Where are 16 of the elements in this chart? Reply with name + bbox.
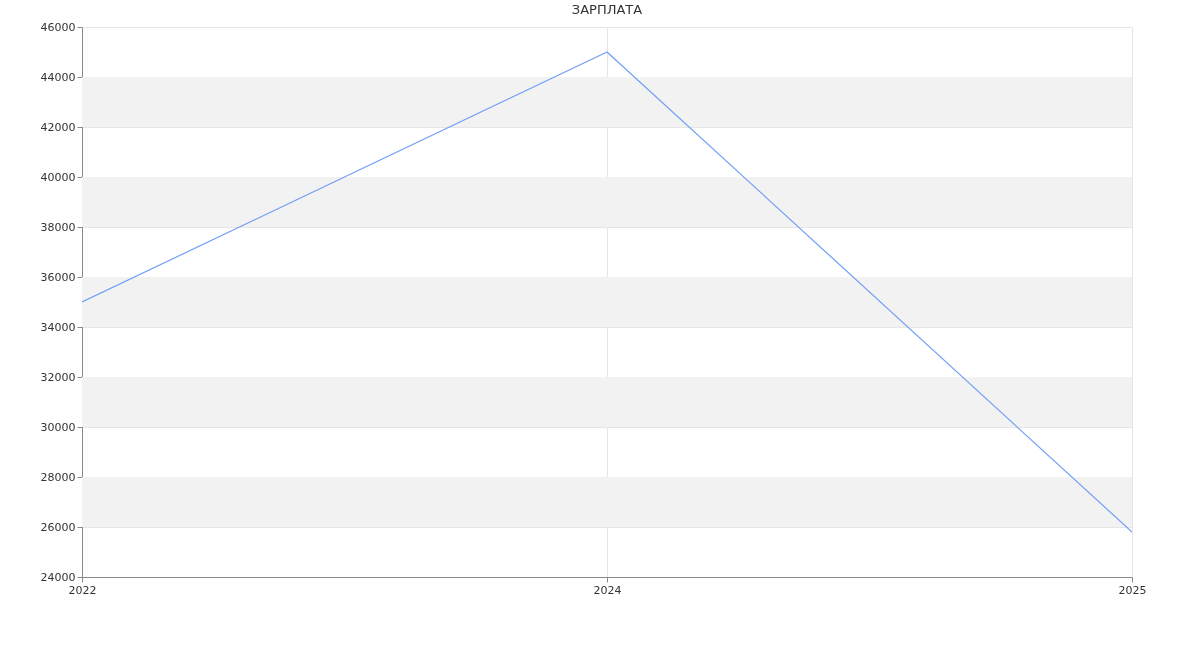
y-tick-label: 34000 xyxy=(40,320,76,334)
y-tick-label: 38000 xyxy=(40,220,76,234)
y-tick-label: 28000 xyxy=(40,470,76,484)
y-tick-label: 42000 xyxy=(40,120,76,134)
y-tick-label: 24000 xyxy=(40,570,76,584)
x-tick-label: 2024 xyxy=(593,583,622,597)
y-tick-label: 30000 xyxy=(40,420,76,434)
y-tick-label: 46000 xyxy=(40,20,76,34)
x-tick-label: 2022 xyxy=(68,583,97,597)
y-tick-label: 40000 xyxy=(40,170,76,184)
y-tick-label: 36000 xyxy=(40,270,76,284)
y-tick-label: 26000 xyxy=(40,520,76,534)
y-tick-label: 44000 xyxy=(40,70,76,84)
x-tick-label: 2025 xyxy=(1118,583,1147,597)
y-tick-label: 32000 xyxy=(40,370,76,384)
chart-title: ЗАРПЛАТА xyxy=(571,2,643,17)
